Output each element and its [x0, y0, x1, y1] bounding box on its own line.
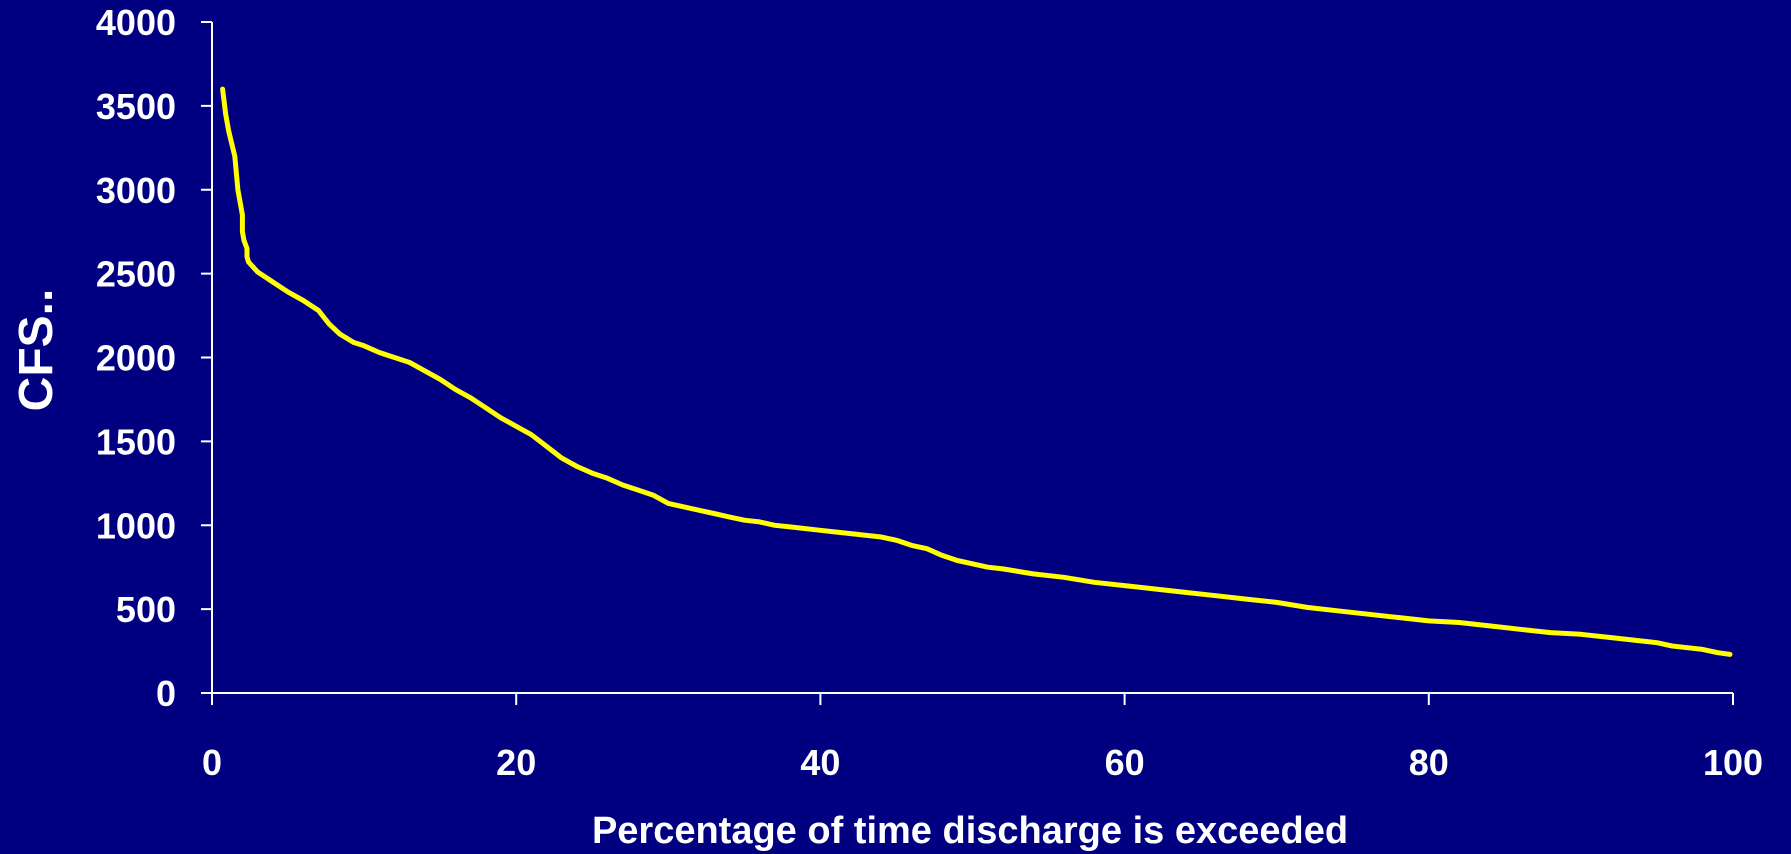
- x-tick-label: 20: [496, 742, 536, 783]
- x-tick-label: 40: [800, 742, 840, 783]
- y-axis-ticks: 0 500 1000 1500 2000 2500 3000 3500 4000: [96, 2, 212, 714]
- x-tick-label: 100: [1703, 742, 1763, 783]
- x-tick-label: 60: [1105, 742, 1145, 783]
- series-group: [220, 86, 1733, 657]
- x-tick-label: 80: [1409, 742, 1449, 783]
- y-tick-label: 1500: [96, 421, 176, 462]
- y-tick-label: 3500: [96, 86, 176, 127]
- x-axis-ticks: 0 20 40 60 80 100: [202, 693, 1763, 783]
- x-axis-title: Percentage of time discharge is exceeded: [592, 810, 1348, 852]
- x-tick-label: 0: [202, 742, 222, 783]
- y-tick-label: 2500: [96, 254, 176, 295]
- y-axis-title: CFS..: [10, 289, 63, 412]
- y-tick-label: 0: [156, 673, 176, 714]
- y-tick-label: 3000: [96, 170, 176, 211]
- discharge-series-line: [220, 86, 1733, 657]
- y-tick-label: 1000: [96, 505, 176, 546]
- y-tick-label: 2000: [96, 338, 176, 379]
- y-tick-label: 500: [116, 589, 176, 630]
- y-tick-label: 4000: [96, 2, 176, 43]
